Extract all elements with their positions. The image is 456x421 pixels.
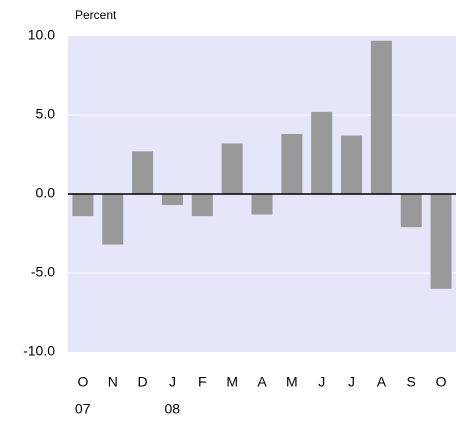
bar (102, 194, 124, 245)
bar (430, 194, 452, 289)
bar (72, 194, 94, 217)
x-tick-label: D (138, 374, 148, 390)
bar (400, 194, 422, 228)
y-tick-label: -10.0 (23, 343, 55, 359)
bar (161, 194, 183, 206)
x-tick-label: J (348, 374, 355, 390)
bar (251, 194, 273, 215)
x-tick-label: F (198, 374, 207, 390)
x-tick-label: S (407, 374, 416, 390)
x-tick-label: J (169, 374, 176, 390)
y-tick-label: 10.0 (28, 27, 55, 43)
x-tick-label: M (286, 374, 298, 390)
x-tick-label: O (436, 374, 447, 390)
x-tick-label: J (318, 374, 325, 390)
bar (132, 151, 154, 194)
bar (370, 40, 392, 194)
bar (341, 135, 363, 194)
bar (191, 194, 213, 217)
y-tick-label: 5.0 (36, 106, 56, 122)
chart-title: Percent (75, 8, 117, 22)
x-tick-label: A (257, 374, 267, 390)
bar (281, 133, 303, 194)
x-sublabel: 08 (164, 401, 180, 417)
x-tick-label: A (377, 374, 387, 390)
x-tick-label: O (77, 374, 88, 390)
x-sublabel: 07 (75, 401, 91, 417)
y-tick-label: 0.0 (36, 185, 56, 201)
y-tick-label: -5.0 (31, 264, 55, 280)
x-tick-label: N (108, 374, 118, 390)
bar (221, 143, 243, 194)
bar (311, 111, 333, 194)
x-tick-label: M (226, 374, 238, 390)
